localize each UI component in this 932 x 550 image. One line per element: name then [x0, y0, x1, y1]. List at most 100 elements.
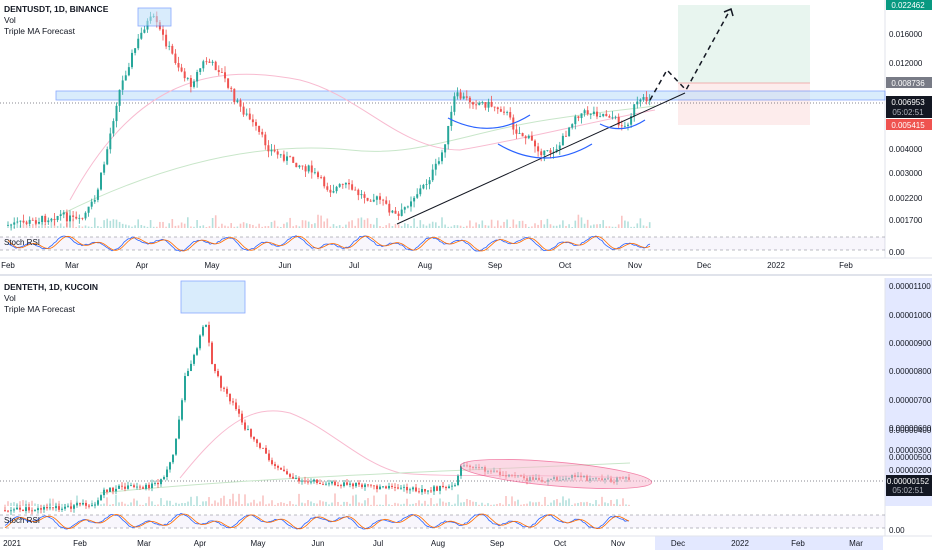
volume-bar — [376, 217, 378, 228]
candle-body — [196, 348, 198, 355]
candle-body — [301, 165, 304, 167]
volume-bar — [97, 226, 99, 228]
volume-bar — [580, 217, 583, 228]
candle-body — [503, 111, 505, 113]
candle-body — [165, 34, 168, 47]
dentusdt-chart[interactable]: 0.0160000.0120000.0080000.0040000.003000… — [0, 0, 932, 272]
volume-bar — [136, 500, 138, 506]
volume-bar — [342, 226, 344, 228]
volume-bar — [238, 493, 240, 506]
candle-body — [577, 116, 580, 119]
volume-bar — [81, 226, 84, 228]
candle-body — [481, 102, 484, 103]
volume-bar — [352, 495, 354, 506]
peak-zone — [137, 7, 172, 27]
candle-body — [28, 219, 31, 224]
candle-body — [326, 186, 329, 190]
candle-body — [166, 469, 168, 478]
candle-body — [73, 505, 75, 509]
x-tick-label: Oct — [554, 539, 567, 548]
volume-bar — [134, 225, 136, 228]
volume-bar — [595, 500, 597, 506]
volume-bar — [10, 223, 12, 228]
candle-body — [100, 495, 102, 501]
candle-body — [627, 124, 629, 126]
y-tick-label: 0.012000 — [889, 59, 923, 68]
volume-bar — [481, 502, 483, 506]
candle-body — [335, 186, 338, 192]
candle-body — [599, 116, 602, 117]
volume-bar — [397, 503, 399, 506]
candle-body — [177, 62, 180, 68]
volume-bar — [267, 226, 270, 228]
volume-bar — [67, 504, 69, 506]
candle-body — [13, 509, 15, 511]
candle-body — [444, 144, 447, 153]
candle-body — [328, 483, 330, 485]
volume-bar — [85, 502, 87, 506]
candle-body — [391, 210, 394, 213]
volume-bar — [617, 224, 620, 228]
volume-bar — [149, 220, 152, 228]
volume-bar — [166, 500, 168, 506]
volume-bar — [451, 504, 453, 506]
volume-bar — [320, 215, 322, 228]
volume-bar — [529, 501, 531, 506]
candle-body — [565, 135, 567, 137]
volume-bar — [328, 504, 330, 506]
volume-bar — [181, 503, 183, 506]
vol-label: Vol — [4, 15, 16, 25]
volume-bar — [562, 496, 564, 506]
volume-bar — [59, 223, 62, 228]
candle-body — [121, 80, 124, 90]
volume-bar — [252, 224, 254, 228]
candle-body — [133, 485, 135, 488]
x-tick-label: Feb — [791, 539, 805, 548]
volume-bar — [598, 504, 600, 506]
volume-bar — [419, 220, 422, 228]
candle-body — [337, 485, 339, 486]
volume-bar — [31, 500, 33, 506]
volume-bar — [151, 501, 153, 506]
y-tick-label: 0.016000 — [889, 30, 923, 39]
candle-body — [385, 486, 387, 489]
candle-body — [236, 100, 239, 103]
x-tick-label: Mar — [137, 539, 151, 548]
candle-body — [388, 203, 391, 213]
pane-divider[interactable] — [0, 274, 932, 276]
volume-bar — [190, 496, 192, 506]
candle-body — [468, 97, 471, 103]
volume-bar — [130, 502, 132, 506]
candle-body — [639, 99, 642, 102]
candle-body — [400, 209, 403, 216]
volume-bar — [242, 222, 245, 228]
volume-bar — [601, 496, 603, 506]
volume-bar — [394, 223, 397, 228]
candle-body — [238, 409, 240, 414]
candle-body — [472, 102, 474, 105]
x-tick-label: 2022 — [767, 261, 785, 270]
candle-body — [419, 188, 422, 195]
candle-body — [162, 29, 164, 35]
volume-bar — [346, 501, 348, 506]
candle-body — [112, 121, 115, 134]
volume-bar — [562, 220, 564, 228]
volume-bar — [463, 502, 465, 506]
candle-body — [256, 439, 258, 444]
volume-bar — [549, 224, 552, 228]
volume-bar — [325, 501, 327, 506]
candle-body — [169, 462, 171, 470]
candle-body — [211, 342, 213, 365]
volume-bar — [544, 496, 546, 506]
volume-bar — [245, 223, 248, 228]
volume-bar — [53, 220, 56, 228]
candle-body — [307, 165, 310, 172]
candle-body — [515, 129, 518, 134]
candle-body — [561, 135, 564, 146]
denteth-chart[interactable]: 0.00001100 0.00001000 0.00000900 0.00000800… — [0, 278, 932, 550]
chart-pane-denteth[interactable]: 0.00001100 0.00001000 0.00000900 0.00000800… — [0, 278, 932, 550]
candle-body — [382, 199, 385, 201]
chart-pane-dentusdt[interactable]: 0.0160000.0120000.0080000.0040000.003000… — [0, 0, 932, 272]
volume-bar — [265, 504, 267, 506]
volume-bar — [270, 221, 273, 228]
